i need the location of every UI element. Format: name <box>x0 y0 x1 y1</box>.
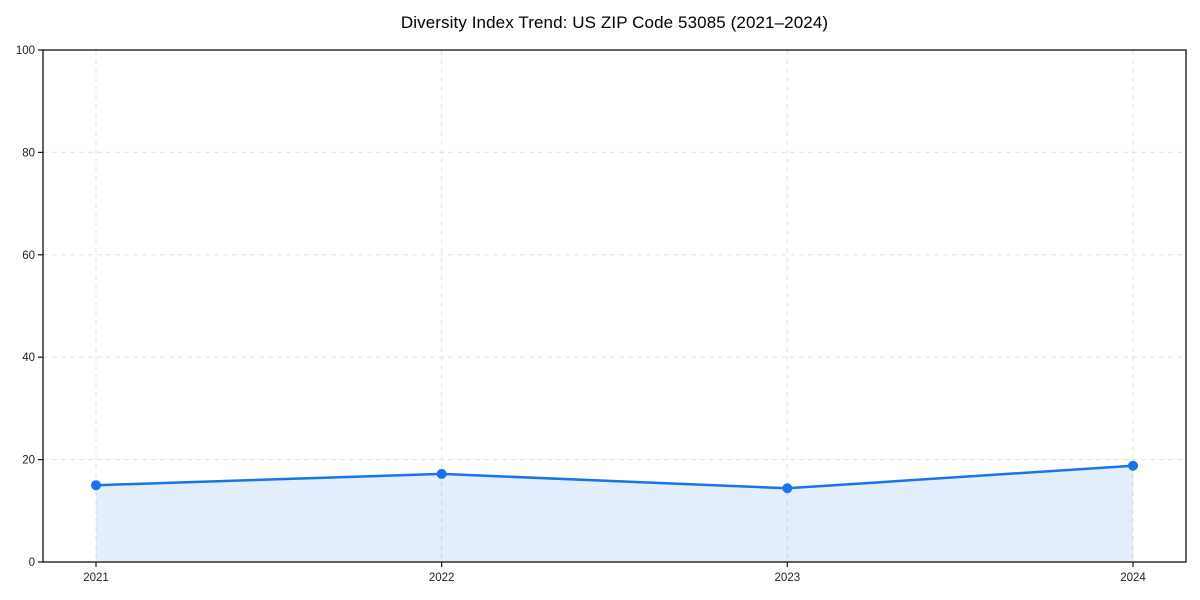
y-tick-label: 40 <box>22 352 35 364</box>
plot-frame <box>42 49 1187 563</box>
y-tick-label: 20 <box>22 455 35 467</box>
data-point-2021 <box>91 480 101 491</box>
x-tick-label: 2022 <box>429 572 455 584</box>
trend-line <box>94 464 1135 490</box>
y-tick-label: 0 <box>29 557 35 569</box>
data-point-2024 <box>1128 460 1138 471</box>
data-point-2023 <box>782 483 793 494</box>
chart-title: Diversity Index Trend: US ZIP Code 53085… <box>400 13 829 32</box>
y-tick-label: 100 <box>16 45 35 57</box>
data-point-2022 <box>436 468 447 479</box>
x-tick-label: 2024 <box>1120 572 1146 584</box>
x-tick-label: 2021 <box>83 572 109 584</box>
x-tick-label: 2023 <box>775 572 801 584</box>
y-tick-label: 60 <box>22 250 35 262</box>
y-tick-label: 80 <box>22 147 35 159</box>
area-fill <box>96 465 1133 562</box>
